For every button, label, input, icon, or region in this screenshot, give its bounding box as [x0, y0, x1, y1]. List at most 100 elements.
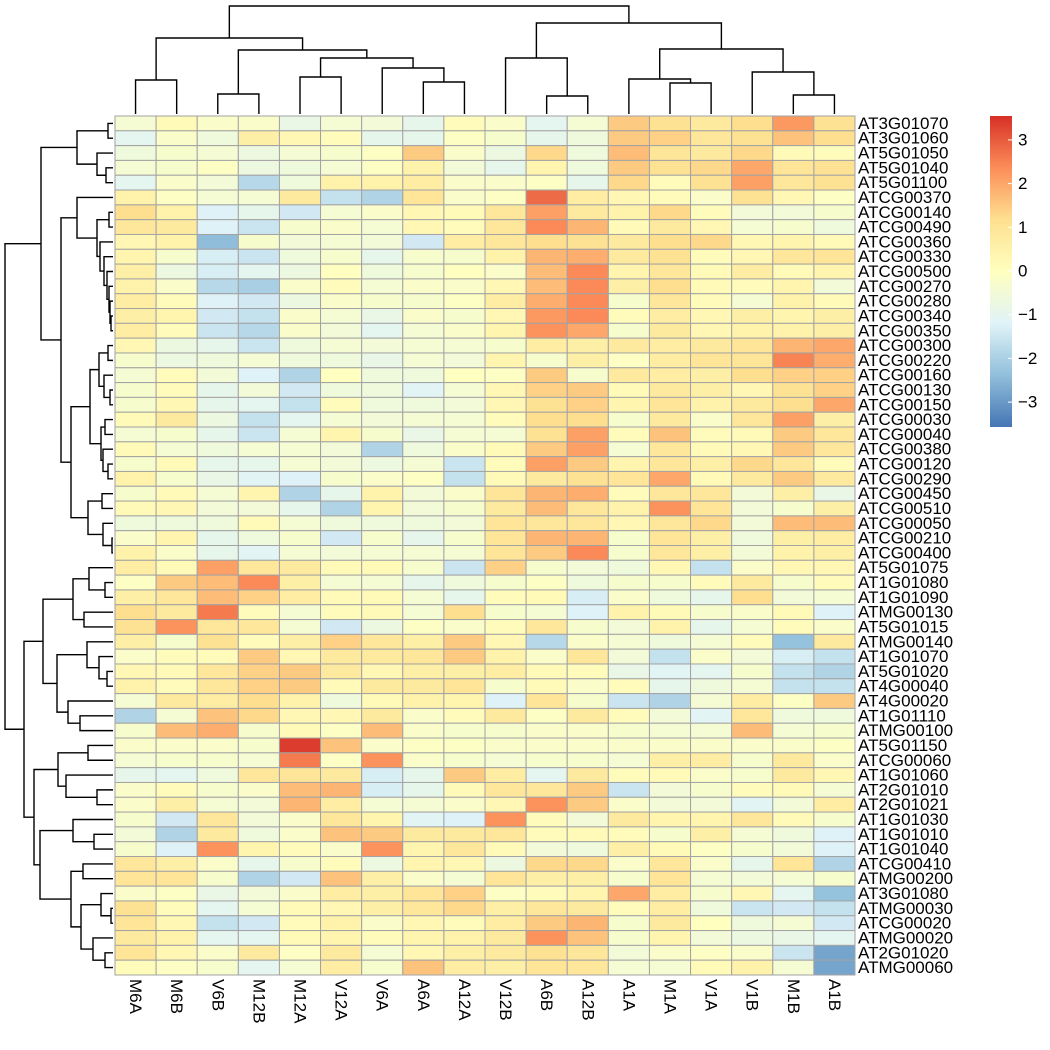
heatmap-cell — [237, 693, 280, 709]
heatmap-cell — [402, 678, 445, 695]
heatmap-cell — [155, 500, 198, 517]
heatmap-cell — [361, 930, 404, 946]
heatmap-cell — [648, 145, 692, 161]
heatmap-cell — [196, 233, 239, 250]
heatmap-cell — [566, 619, 609, 635]
dendrogram-branch — [111, 537, 113, 554]
heatmap-cell — [155, 352, 198, 369]
heatmap-cell — [813, 411, 856, 428]
heatmap-cell — [402, 485, 445, 502]
heatmap-cell — [237, 233, 280, 250]
row-label: AT1G01030 — [858, 810, 948, 829]
heatmap-cell — [690, 367, 733, 384]
heatmap-cell — [278, 574, 322, 591]
dendrogram-branch — [108, 211, 113, 228]
heatmap-cell — [525, 915, 568, 932]
heatmap-cell — [566, 441, 609, 458]
column-label: M1A — [661, 979, 680, 1015]
heatmap-cell — [607, 752, 650, 769]
heatmap-cell — [443, 678, 486, 695]
heatmap-cell — [772, 367, 815, 384]
heatmap-cell — [196, 574, 239, 591]
heatmap-cell — [772, 559, 815, 576]
heatmap-cell — [813, 574, 856, 591]
heatmap-cell — [278, 396, 322, 413]
heatmap-cell — [484, 841, 527, 858]
heatmap-cell — [320, 648, 363, 665]
heatmap-cell — [443, 619, 486, 635]
heatmap-cell — [443, 648, 486, 665]
heatmap-cell — [237, 248, 280, 265]
heatmap-cell — [278, 767, 322, 783]
heatmap-cell — [278, 530, 322, 546]
heatmap-cell — [484, 219, 527, 235]
heatmap-cell — [402, 900, 445, 917]
heatmap-cell — [114, 737, 157, 754]
heatmap-cell — [813, 648, 856, 665]
heatmap-cell — [648, 159, 692, 176]
heatmap-cell — [772, 204, 815, 221]
heatmap-cell — [607, 441, 650, 458]
row-label: ATMG00200 — [858, 869, 953, 888]
dendrogram-branch — [104, 952, 113, 969]
heatmap-cell — [772, 752, 815, 769]
heatmap-cell — [278, 278, 322, 295]
heatmap-cell — [731, 263, 774, 280]
heatmap-cell — [278, 485, 322, 502]
heatmap-cell — [196, 441, 239, 458]
row-label: AT1G01080 — [858, 573, 948, 592]
heatmap-cell — [690, 915, 733, 932]
heatmap-cell — [731, 278, 774, 295]
colorbar-tick-label: 3 — [1018, 130, 1027, 149]
heatmap-cell — [196, 944, 239, 961]
heatmap-cell — [155, 722, 198, 739]
row-label: AT5G01075 — [858, 558, 948, 577]
heatmap-cell — [772, 545, 815, 561]
heatmap-cell — [278, 707, 322, 724]
heatmap-cell — [443, 352, 486, 369]
heatmap-cell — [648, 604, 692, 621]
row-label: ATCG00060 — [858, 751, 951, 770]
heatmap-cell — [278, 204, 322, 221]
dendrogram-branch — [76, 196, 113, 239]
heatmap-cell — [813, 693, 856, 709]
heatmap-cell — [196, 411, 239, 428]
heatmap-cell — [690, 204, 733, 221]
heatmap-cell — [648, 426, 692, 443]
heatmap-cell — [402, 885, 445, 902]
heatmap-cell — [813, 441, 856, 458]
heatmap-cell — [402, 515, 445, 532]
column-label: A12B — [578, 979, 597, 1021]
heatmap-cell — [361, 633, 404, 650]
heatmap-cell — [484, 707, 527, 724]
heatmap-cell — [196, 841, 239, 858]
heatmap-cell — [525, 337, 568, 354]
heatmap-cell — [772, 767, 815, 783]
heatmap-cell — [196, 189, 239, 206]
dendrogram-branch — [39, 829, 73, 900]
heatmap-cell — [320, 707, 363, 724]
heatmap-cell — [607, 633, 650, 650]
heatmap-cell — [566, 648, 609, 665]
heatmap-cell — [607, 841, 650, 858]
dendrogram-branch — [105, 167, 113, 184]
heatmap-cell — [155, 663, 198, 680]
heatmap-cell — [525, 530, 568, 546]
heatmap-cell — [648, 219, 692, 235]
heatmap-cell — [813, 470, 856, 487]
heatmap-cell — [607, 648, 650, 665]
heatmap-cell — [690, 633, 733, 650]
heatmap-cell — [731, 293, 774, 310]
heatmap-cell — [690, 396, 733, 413]
heatmap-cell — [607, 559, 650, 576]
heatmap-cell — [237, 396, 280, 413]
heatmap-cell — [155, 159, 198, 176]
heatmap-cell — [196, 722, 239, 739]
heatmap-cell — [772, 396, 815, 413]
heatmap-cell — [772, 959, 815, 976]
heatmap-cell — [155, 707, 198, 724]
row-label: AT5G01100 — [858, 173, 947, 192]
heatmap-cell — [237, 767, 280, 783]
heatmap-cell — [155, 189, 198, 206]
